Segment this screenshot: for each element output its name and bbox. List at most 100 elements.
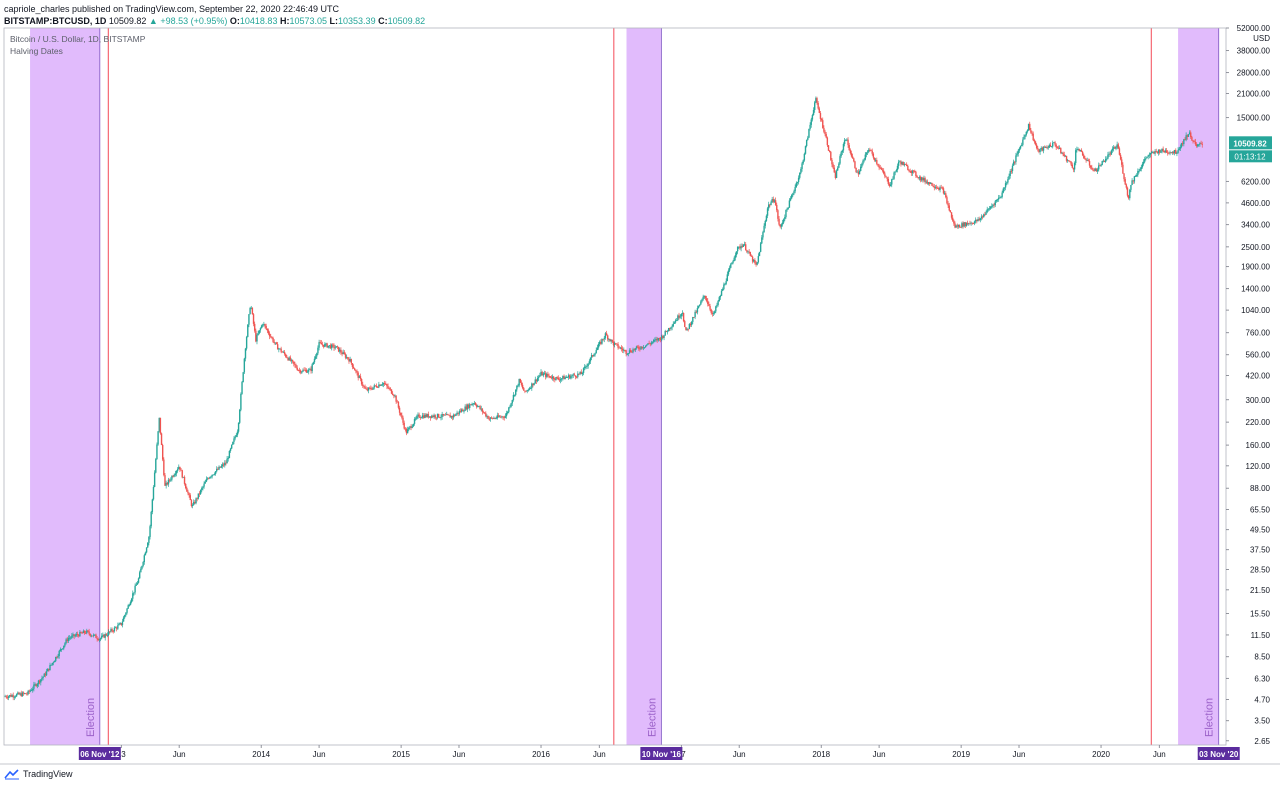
candle-body <box>994 201 996 206</box>
y-tick-label: 28000.00 <box>1237 69 1271 78</box>
candle-body <box>889 184 892 187</box>
candle-body <box>971 222 973 224</box>
candle-body <box>529 388 532 390</box>
candle-body <box>517 385 519 387</box>
candle-body <box>193 501 195 505</box>
candle-body <box>687 328 689 330</box>
candle-body <box>812 109 815 116</box>
candle-body <box>400 412 402 416</box>
last-price: 10509.82 <box>108 16 147 26</box>
candle-body <box>918 176 921 179</box>
candle-body <box>272 337 274 342</box>
candle-body <box>928 182 931 185</box>
candle-body <box>613 343 616 345</box>
candle-body <box>296 367 298 371</box>
candle-body <box>587 363 589 367</box>
candle-body <box>389 388 392 390</box>
candle-body <box>458 411 461 414</box>
candle-body <box>395 395 397 402</box>
candle-body <box>1118 148 1121 155</box>
candle-body <box>505 413 508 417</box>
candle-body <box>804 146 807 154</box>
candle-body <box>437 413 440 418</box>
candle-body <box>710 309 712 313</box>
candle-body <box>659 338 662 340</box>
candle-body <box>94 634 96 636</box>
candle-body <box>598 341 601 344</box>
candle-body <box>448 414 450 416</box>
candle-body <box>264 324 266 327</box>
candle-body <box>1131 180 1133 185</box>
candle-body <box>325 343 327 345</box>
candle-body <box>922 177 924 181</box>
candle-body <box>143 555 145 563</box>
candle-body <box>303 369 305 371</box>
candle-body <box>896 165 899 170</box>
candle-body <box>733 257 735 262</box>
candle-body <box>508 407 510 412</box>
candle-body <box>67 638 70 642</box>
candle-body <box>902 161 904 166</box>
candle-body <box>802 160 804 164</box>
candle-body <box>214 471 217 475</box>
candle-body <box>718 297 720 302</box>
currency-label: USD <box>1253 34 1270 43</box>
candle-body <box>17 692 19 695</box>
candle-body <box>420 417 423 419</box>
candle-body <box>128 605 131 606</box>
candle-body <box>754 259 756 264</box>
candle-body <box>620 347 623 349</box>
candle-body <box>492 417 494 419</box>
candle-body <box>987 208 990 210</box>
candle-body <box>469 404 471 408</box>
candle-body <box>513 394 516 396</box>
candle-body <box>623 350 625 351</box>
candle-body <box>920 177 923 181</box>
candle-body <box>43 673 45 677</box>
candle-body <box>1010 170 1013 172</box>
candle-body <box>748 251 750 253</box>
candle-body <box>627 353 630 354</box>
candle-body <box>475 405 478 407</box>
candle-body <box>20 693 22 697</box>
candle-body <box>815 98 817 103</box>
candle-body <box>1132 180 1134 182</box>
candle-body <box>643 347 646 348</box>
price-axis: 52000.00 38000.00 28000.00 21000.00 15000.00… <box>1226 24 1272 746</box>
candle-body <box>584 366 586 369</box>
candle-body <box>168 479 171 481</box>
candle-body <box>1009 170 1011 176</box>
candle-body <box>1037 147 1039 150</box>
candle-body <box>1100 165 1102 166</box>
candle-body <box>979 218 981 221</box>
candle-body <box>634 348 637 351</box>
candle-body <box>394 395 396 397</box>
candle-body <box>935 187 938 189</box>
candle-body <box>304 369 306 371</box>
y-tick-label: 21000.00 <box>1237 89 1271 98</box>
candle-body <box>195 498 197 504</box>
candle-body <box>939 187 941 190</box>
candle-body <box>1135 175 1138 177</box>
candle-body <box>792 193 794 196</box>
candle-body <box>970 222 972 224</box>
candle-body <box>558 379 561 381</box>
candle-body <box>488 418 490 420</box>
candle-body <box>1155 151 1157 152</box>
candle-body <box>48 668 50 671</box>
candle-body <box>544 373 547 377</box>
candle-body <box>940 187 942 189</box>
candle-body <box>463 410 465 412</box>
candle-body <box>372 387 374 390</box>
candle-body <box>213 474 216 475</box>
countdown-tag <box>1229 150 1272 163</box>
candle-body <box>348 358 350 362</box>
candle-body <box>498 416 501 418</box>
candle-body <box>172 476 174 477</box>
chart-legend: Bitcoin / U.S. Dollar, 1D, BITSTAMP Halv… <box>10 34 146 56</box>
candle-body <box>883 170 885 174</box>
candle-body <box>743 244 746 246</box>
candle-body <box>948 205 950 211</box>
candle-body <box>1053 142 1055 144</box>
